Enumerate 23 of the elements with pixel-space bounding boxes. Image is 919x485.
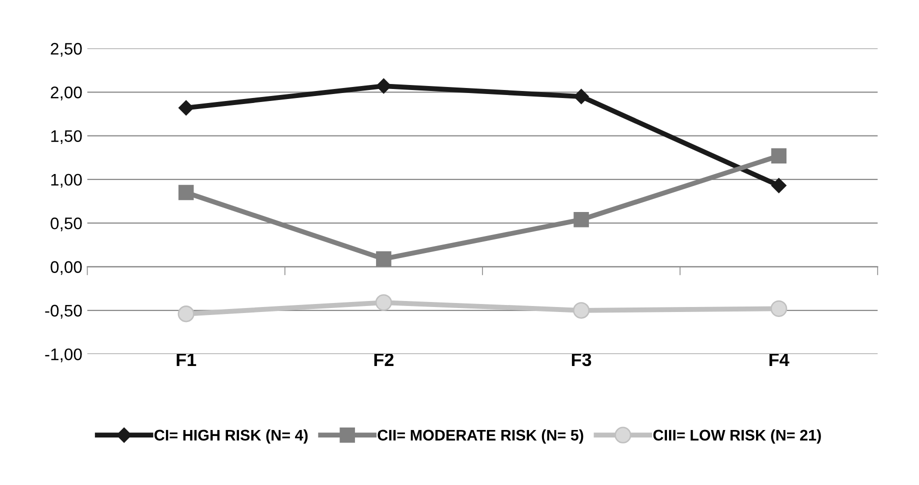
legend-label: CII= MODERATE RISK (N= 5) [378, 429, 584, 444]
y-tick-label: -0,50 [45, 304, 82, 319]
point [178, 184, 194, 200]
y-tick-label: 1,50 [51, 130, 82, 144]
point [375, 294, 392, 311]
y-tick-label: 0,00 [50, 261, 82, 275]
legend-label: CI= HIGH RISK (N= 4) [154, 429, 308, 444]
point [770, 300, 788, 317]
point [178, 100, 194, 116]
point [771, 148, 786, 164]
point [572, 302, 590, 319]
point [376, 251, 392, 267]
legend-label: CIII= LOW RISK (N= 21) [653, 429, 821, 444]
y-tick-label: 2,00 [50, 86, 82, 100]
point [376, 78, 392, 94]
point [574, 212, 589, 228]
y-tick-label: 1,00 [51, 174, 82, 188]
point [178, 306, 194, 322]
y-tick-label: 2,50 [50, 42, 82, 57]
point [574, 88, 589, 104]
y-tick-label: 0,50 [50, 218, 82, 232]
point [771, 178, 786, 194]
y-tick-label: -1,00 [45, 348, 82, 362]
